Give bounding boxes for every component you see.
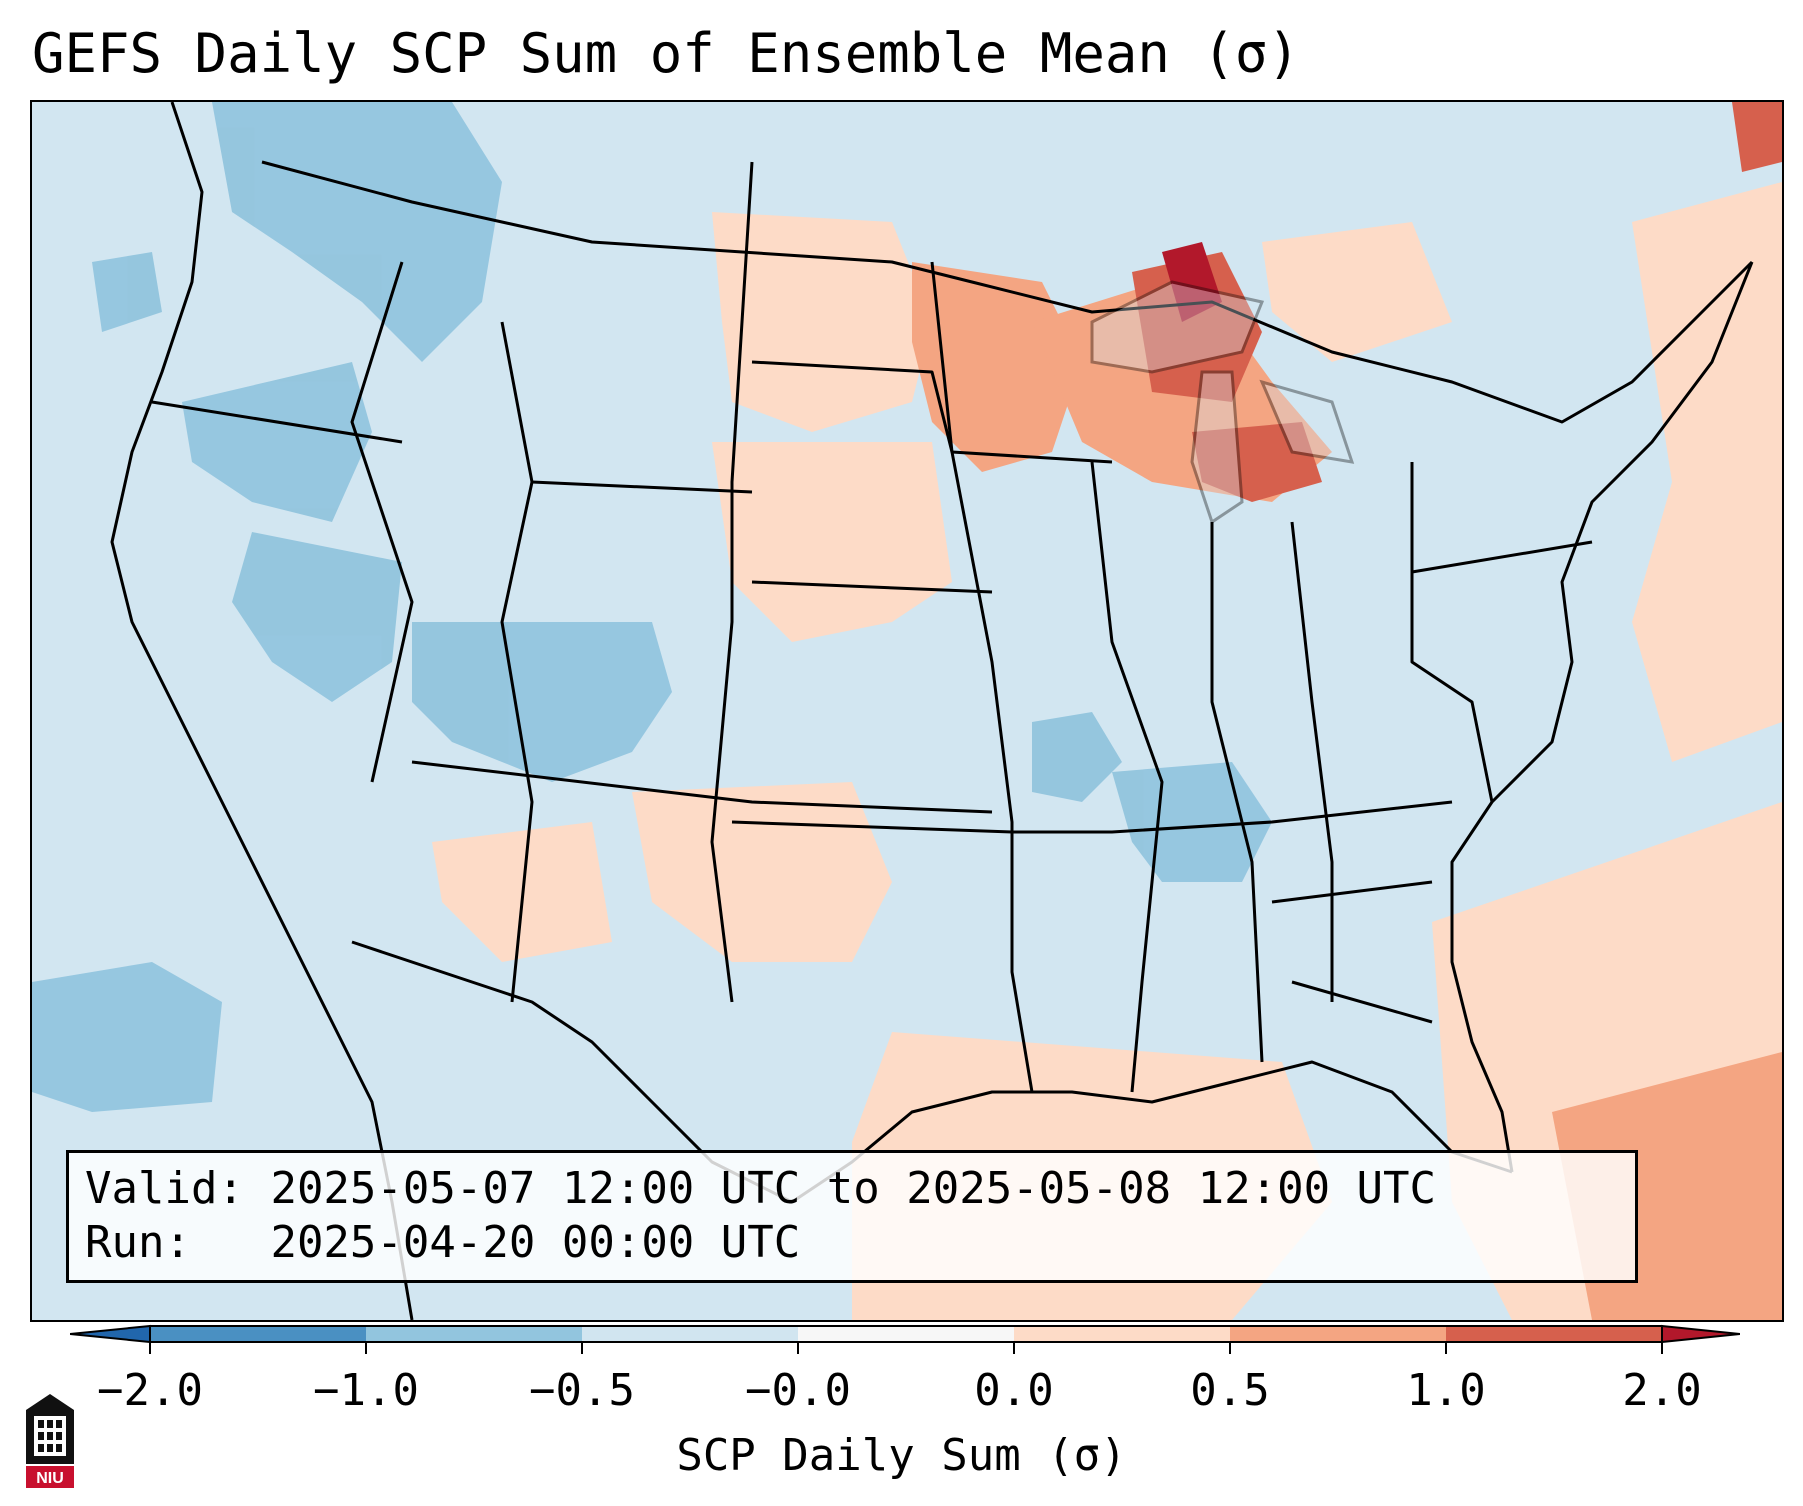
colorbar-segment (582, 1326, 798, 1342)
negative-anomaly-regions (32, 102, 1272, 1112)
co-ks-border (411, 760, 993, 814)
pacific-offshore-negative (32, 962, 222, 1112)
arkansas-negative (1032, 712, 1122, 802)
dakota-ne-ks-border (710, 161, 754, 1003)
niu-logo-icon: NIU (26, 1394, 74, 1488)
ontario-positive (1262, 222, 1452, 362)
or-ca-border (151, 400, 403, 444)
east-coastline (1450, 261, 1754, 1173)
colorbar-extend-high (1661, 1324, 1740, 1344)
valid-text: 2025-05-07 12:00 UTC to 2025-05-08 12:00… (270, 1163, 1437, 1214)
colorbar-tick-label: −2.0 (97, 1365, 203, 1416)
run-line: Run: 2025-04-20 00:00 UTC (85, 1217, 800, 1269)
colorbar-tick-label: −0.0 (745, 1365, 851, 1416)
colorbar-segment (1014, 1326, 1230, 1342)
sc-ga-border (1271, 880, 1433, 904)
map-svg (32, 102, 1782, 1320)
colorbar (70, 1324, 1740, 1354)
nevada-negative (232, 532, 402, 702)
colorbar-segment (366, 1326, 582, 1342)
colorbar-segment (150, 1326, 366, 1342)
texas-west-positive (632, 782, 892, 962)
lake-superior-shape (1090, 280, 1265, 374)
colorbar-tick-label: 0.5 (1190, 1365, 1270, 1416)
logo-text: NIU (36, 1470, 64, 1487)
utah-colorado-negative (412, 622, 672, 782)
in-al-border (1210, 522, 1264, 1063)
colorbar-ticks (149, 1342, 1663, 1354)
pa-ny-border (1411, 540, 1593, 574)
lake-superior-strong (1132, 252, 1262, 402)
mn-ia-mo-la-border (930, 261, 1034, 1093)
ok-ar-tn-nc-border (731, 800, 1453, 834)
canada-border (261, 160, 1754, 424)
wy-ut-az-border (500, 321, 534, 1003)
minnesota-moderate (912, 262, 1082, 472)
run-text: 2025-04-20 00:00 UTC (270, 1217, 801, 1268)
mississippi-alabama-negative (1112, 762, 1272, 882)
pa-va-border (1410, 462, 1494, 803)
colorbar-outline (149, 1325, 1663, 1343)
lake-michigan-shape (1190, 370, 1244, 525)
michigan-strong (1192, 422, 1322, 502)
valid-label: Valid: (85, 1163, 244, 1214)
boundaries (110, 102, 1754, 1320)
nebraska-positive (712, 442, 952, 642)
sd-ia-border (751, 360, 1113, 464)
lake-huron-shape (1259, 379, 1355, 464)
colorbar-segment (798, 1326, 1014, 1342)
fl-ga-border (1291, 980, 1433, 1024)
colorbar-extend-low (70, 1324, 151, 1344)
oregon-negative (182, 362, 372, 522)
colorbar-tick-label: 2.0 (1622, 1365, 1702, 1416)
strong-positive-regions (1132, 102, 1782, 502)
great-lakes (1090, 280, 1355, 525)
dakotas-positive (712, 212, 932, 432)
maine-strong (1732, 102, 1782, 172)
run-label: Run: (85, 1217, 191, 1268)
offshore-negative-small (92, 252, 162, 332)
il-ms-border (1090, 461, 1164, 1093)
northeast-offshore-positive (1632, 182, 1782, 762)
colorbar-segment (1230, 1326, 1446, 1342)
wy-sd-border (531, 480, 753, 494)
gulf-coastline (351, 940, 1513, 1204)
chart-title: GEFS Daily SCP Sum of Ensemble Mean (σ) (32, 22, 1300, 85)
colorbar-tick-label: −1.0 (313, 1365, 419, 1416)
colorbar-tick-label: 1.0 (1406, 1365, 1486, 1416)
colorbar-segment (1446, 1326, 1662, 1342)
colorbar-tick-label: 0.0 (974, 1365, 1054, 1416)
colorbar-tick-label: −0.5 (529, 1365, 635, 1416)
west-coastline (110, 102, 414, 1320)
idaho-nevada-border (350, 261, 414, 783)
oh-ga-border (1290, 521, 1334, 1002)
valid-time-box: Valid: 2025-05-07 12:00 UTC to 2025-05-0… (66, 1150, 1638, 1283)
colorbar-label: SCP Daily Sum (σ) (676, 1430, 1127, 1481)
map-panel (30, 100, 1784, 1322)
ne-ks-border (751, 580, 993, 594)
valid-line: Valid: 2025-05-07 12:00 UTC to 2025-05-0… (85, 1163, 1436, 1215)
